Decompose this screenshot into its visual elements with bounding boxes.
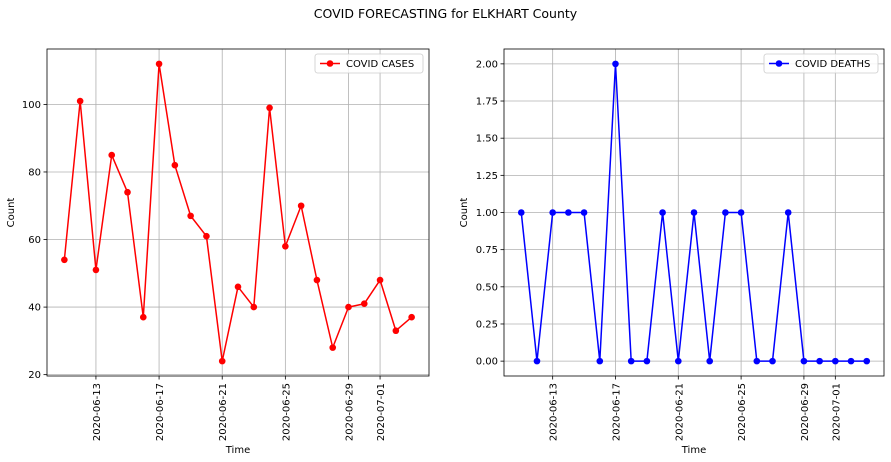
- y-tick-label: 1.00: [476, 208, 498, 219]
- legend-box: [763, 53, 879, 74]
- x-tick-label: 2020-06-25: [281, 383, 292, 441]
- data-point: [784, 209, 792, 216]
- data-point: [345, 303, 352, 311]
- y-tick-label: 1.25: [476, 171, 498, 182]
- data-point: [392, 327, 400, 335]
- y-tick-label: 40: [28, 303, 41, 314]
- x-tick-label: 2020-06-17: [611, 383, 622, 441]
- y-tick-label: 80: [28, 167, 41, 178]
- x-axis-label: Time: [225, 445, 250, 456]
- data-point: [187, 212, 194, 220]
- data-point: [565, 209, 572, 216]
- data-point: [234, 283, 242, 291]
- data-point: [92, 266, 100, 274]
- data-point: [800, 357, 808, 365]
- data-point: [674, 357, 682, 365]
- data-point: [218, 357, 226, 365]
- data-point: [360, 300, 368, 308]
- data-point: [659, 209, 666, 216]
- data-point: [737, 209, 745, 216]
- data-point: [124, 188, 131, 196]
- legend-marker: [775, 60, 783, 67]
- x-tick-label: 2020-06-29: [800, 383, 811, 441]
- data-point: [832, 357, 839, 365]
- plot-frame: [46, 48, 430, 377]
- data-point: [266, 104, 273, 112]
- x-tick-label: 2020-06-21: [674, 383, 685, 441]
- y-tick-label: 2.00: [476, 59, 498, 70]
- y-tick-label: 60: [28, 235, 41, 246]
- data-point: [329, 344, 337, 351]
- figure-title: COVID FORECASTING for ELKHART County: [313, 6, 578, 21]
- y-tick-label: 100: [22, 100, 41, 111]
- x-tick-label: 2020-06-13: [92, 383, 103, 441]
- plot-frame: [503, 48, 885, 377]
- data-point: [706, 357, 714, 365]
- data-point: [753, 357, 761, 365]
- legend-marker: [326, 60, 334, 67]
- legend-label: COVID CASES: [346, 59, 414, 70]
- x-tick-label: 2020-06-21: [218, 383, 229, 441]
- data-point: [282, 242, 289, 250]
- y-tick-label: 0.25: [476, 319, 498, 330]
- data-point: [722, 209, 729, 216]
- y-tick-label: 20: [28, 370, 41, 381]
- data-point: [171, 161, 179, 169]
- data-point: [203, 232, 210, 240]
- data-point: [643, 357, 651, 365]
- data-point: [690, 209, 698, 216]
- data-point: [155, 60, 163, 68]
- data-point: [297, 202, 305, 210]
- series-line: [63, 63, 413, 362]
- data-point: [533, 357, 541, 365]
- y-tick-label: 0.50: [476, 282, 498, 293]
- data-point: [863, 357, 871, 365]
- y-axis-label: Count: [6, 198, 17, 228]
- data-point: [596, 357, 604, 365]
- x-tick-label: 2020-07-01: [376, 383, 387, 441]
- data-point: [108, 151, 116, 159]
- data-point: [250, 303, 258, 311]
- data-point: [517, 209, 525, 216]
- x-tick-label: 2020-06-25: [737, 383, 748, 441]
- x-tick-label: 2020-07-01: [831, 383, 842, 441]
- y-tick-label: 1.75: [476, 97, 498, 108]
- y-tick-label: 1.50: [476, 134, 498, 145]
- data-point: [376, 276, 384, 284]
- x-tick-label: 2020-06-29: [344, 383, 355, 441]
- data-point: [769, 357, 776, 365]
- data-point: [627, 357, 635, 365]
- data-point: [408, 313, 415, 321]
- y-tick-label: 0.75: [476, 245, 498, 256]
- data-point: [816, 357, 823, 365]
- y-axis-label: Count: [459, 198, 470, 228]
- data-point: [76, 97, 84, 105]
- data-point: [61, 256, 68, 264]
- x-tick-label: 2020-06-17: [155, 383, 166, 441]
- legend-label: COVID DEATHS: [795, 59, 870, 70]
- data-point: [847, 357, 855, 365]
- data-point: [612, 60, 619, 68]
- y-tick-label: 0.00: [476, 357, 498, 368]
- data-point: [139, 313, 147, 321]
- legend-box: [314, 53, 424, 74]
- x-tick-label: 2020-06-13: [549, 383, 560, 441]
- x-axis-label: Time: [681, 445, 706, 456]
- data-point: [580, 209, 588, 216]
- data-point: [313, 276, 321, 284]
- data-point: [549, 209, 556, 216]
